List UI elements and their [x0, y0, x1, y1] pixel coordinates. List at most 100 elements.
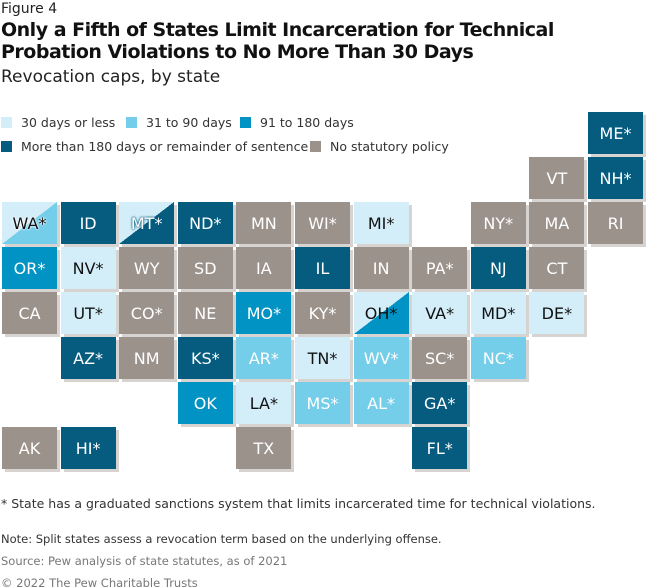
legend-swatch: [240, 117, 251, 128]
legend-item-le30: 30 days or less: [1, 115, 115, 130]
state-tile-wi: WI*: [295, 202, 350, 244]
state-label: AL*: [367, 393, 396, 413]
legend-item-91-180: 91 to 180 days: [240, 115, 354, 130]
legend-item-none: No statutory policy: [310, 139, 449, 154]
state-tile-vt: VT: [529, 157, 585, 199]
legend-item-gt180: More than 180 days or remainder of sente…: [1, 139, 308, 154]
state-label: WY: [133, 258, 160, 278]
state-tile-tn: TN*: [295, 337, 350, 379]
state-tile-ms: MS*: [295, 382, 350, 424]
state-label: HI*: [75, 438, 101, 458]
state-label: OR*: [13, 258, 46, 278]
state-label: MT*: [130, 213, 163, 233]
state-label: MS*: [306, 393, 339, 413]
state-label: WI*: [308, 213, 337, 233]
state-label: ID: [79, 213, 97, 233]
legend-swatch: [126, 117, 137, 128]
legend-label: 30 days or less: [21, 115, 116, 130]
footnote: * State has a graduated sanctions system…: [1, 496, 596, 511]
state-label: MN: [251, 213, 277, 233]
state-tile-nj: NJ: [470, 247, 526, 289]
state-tile-de: DE*: [529, 292, 585, 334]
note: Note: Split states assess a revocation t…: [1, 532, 442, 546]
state-label: NJ: [489, 258, 507, 278]
legend-label: No statutory policy: [330, 139, 449, 154]
state-label: IL: [315, 258, 330, 278]
chart-subtitle: Revocation caps, by state: [1, 67, 221, 87]
legend-item-31-90: 31 to 90 days: [126, 115, 232, 130]
state-label: KS*: [190, 348, 220, 368]
state-label: GA*: [424, 393, 456, 413]
state-label: UT*: [73, 303, 103, 323]
legend-swatch: [310, 141, 321, 152]
state-label: MD*: [481, 303, 516, 323]
state-label: WA*: [12, 213, 47, 233]
state-label: TN*: [307, 348, 338, 368]
legend-swatch: [1, 117, 12, 128]
state-tile-ky: KY*: [295, 292, 350, 334]
state-label: IN: [372, 258, 390, 278]
state-label: NV*: [72, 258, 104, 278]
state-tile-la: LA*: [236, 382, 292, 424]
copyright: © 2022 The Pew Charitable Trusts: [1, 576, 198, 588]
state-tile-nc: NC*: [470, 337, 526, 379]
state-tile-wa: WA*: [2, 202, 57, 244]
state-label: SC*: [425, 348, 455, 368]
state-label: MA: [544, 213, 570, 233]
state-tile-ri: RI: [588, 202, 643, 244]
state-tile-oh: OH*: [353, 292, 409, 334]
state-tile-ut: UT*: [60, 292, 116, 334]
state-tile-ar: AR*: [236, 337, 292, 379]
state-label: PA*: [425, 258, 454, 278]
state-label: NH*: [599, 168, 632, 188]
state-label: CO*: [130, 303, 163, 323]
state-tile-or: OR*: [2, 247, 57, 289]
state-label: ND*: [189, 213, 222, 233]
state-label: OK: [193, 393, 217, 413]
state-tile-ks: KS*: [177, 337, 233, 379]
state-tile-nh: NH*: [588, 157, 643, 199]
state-tile-nm: NM: [119, 337, 175, 379]
state-label: AR*: [248, 348, 279, 368]
state-label: AK: [18, 438, 41, 458]
state-label: NM: [133, 348, 160, 368]
figure-label: Figure 4: [1, 1, 58, 17]
state-label: ME*: [599, 123, 632, 143]
state-tile-ga: GA*: [412, 382, 468, 424]
state-label: TX: [253, 438, 275, 458]
state-label: AZ*: [73, 348, 104, 368]
state-tile-hi: HI*: [60, 427, 116, 469]
state-tile-ca: CA: [2, 292, 57, 334]
state-tile-al: AL*: [353, 382, 409, 424]
state-tile-mo: MO*: [236, 292, 292, 334]
state-label: DE*: [541, 303, 573, 323]
chart-title: Only a Fifth of States Limit Incarcerati…: [1, 19, 554, 63]
state-label: OH*: [364, 303, 398, 323]
state-tile-ia: IA: [236, 247, 292, 289]
state-label: MO*: [246, 303, 282, 323]
state-tile-ak: AK: [2, 427, 57, 469]
state-tile-nv: NV*: [60, 247, 116, 289]
state-tile-ok: OK: [177, 382, 233, 424]
state-label: NY*: [483, 213, 514, 233]
state-tile-md: MD*: [470, 292, 526, 334]
state-label: IA: [256, 258, 272, 278]
state-tile-tx: TX: [236, 427, 292, 469]
state-label: WV*: [363, 348, 399, 368]
state-tile-ne: NE: [177, 292, 233, 334]
state-label: VA*: [425, 303, 455, 323]
state-label: RI: [607, 213, 624, 233]
state-tile-id: ID: [60, 202, 116, 244]
legend-swatch: [1, 141, 12, 152]
state-tile-nd: ND*: [177, 202, 233, 244]
state-tile-ct: CT: [529, 247, 585, 289]
state-label: NC*: [482, 348, 514, 368]
state-tile-az: AZ*: [60, 337, 116, 379]
state-tile-fl: FL*: [412, 427, 468, 469]
state-tile-il: IL: [295, 247, 350, 289]
state-tile-wv: WV*: [353, 337, 409, 379]
state-tile-pa: PA*: [412, 247, 468, 289]
state-label: CA: [18, 303, 41, 323]
state-label: MI*: [367, 213, 395, 233]
